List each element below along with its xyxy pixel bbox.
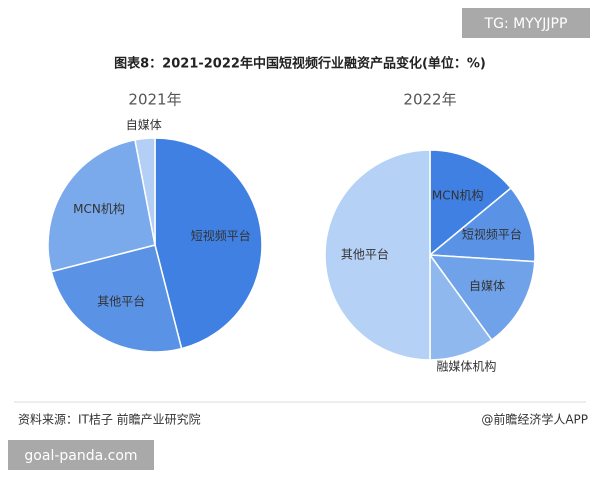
slice-label: 其他平台: [97, 294, 145, 309]
watermark: goal-panda.com: [24, 448, 137, 464]
pie-slice: [47, 139, 156, 273]
chart-title: 图表8：2021-2022年中国短视频行业融资产品变化(单位：%): [114, 56, 486, 72]
badge-bg: [462, 8, 590, 38]
pie-title: 2022年: [403, 91, 456, 109]
source: 资料来源：IT桔子 前瞻产业研究院: [18, 412, 201, 427]
pie-slice: [324, 149, 431, 361]
pie-slice: [50, 244, 183, 353]
pie-slice: [428, 254, 536, 341]
slice-label: 其他平台: [341, 247, 389, 262]
slice-label: 自媒体: [469, 279, 505, 293]
pie-slice: [429, 149, 512, 257]
pie-slice: [154, 137, 263, 350]
slice-label: 短视频平台: [462, 226, 522, 241]
pie-slice: [134, 137, 156, 246]
badge: TG: MYYJJPP: [484, 16, 568, 32]
slice-label: 短视频平台: [191, 228, 251, 243]
pie-slice: [428, 187, 536, 263]
slice-label: MCN机构: [73, 201, 125, 216]
slice-label: 自媒体: [126, 118, 162, 132]
brand: @前瞻经济学人APP: [481, 412, 588, 427]
watermark-bg: [8, 440, 154, 470]
slice-label: MCN机构: [432, 188, 484, 203]
slice-label: 融媒体机构: [436, 358, 496, 373]
pie-title: 2021年: [128, 91, 181, 109]
